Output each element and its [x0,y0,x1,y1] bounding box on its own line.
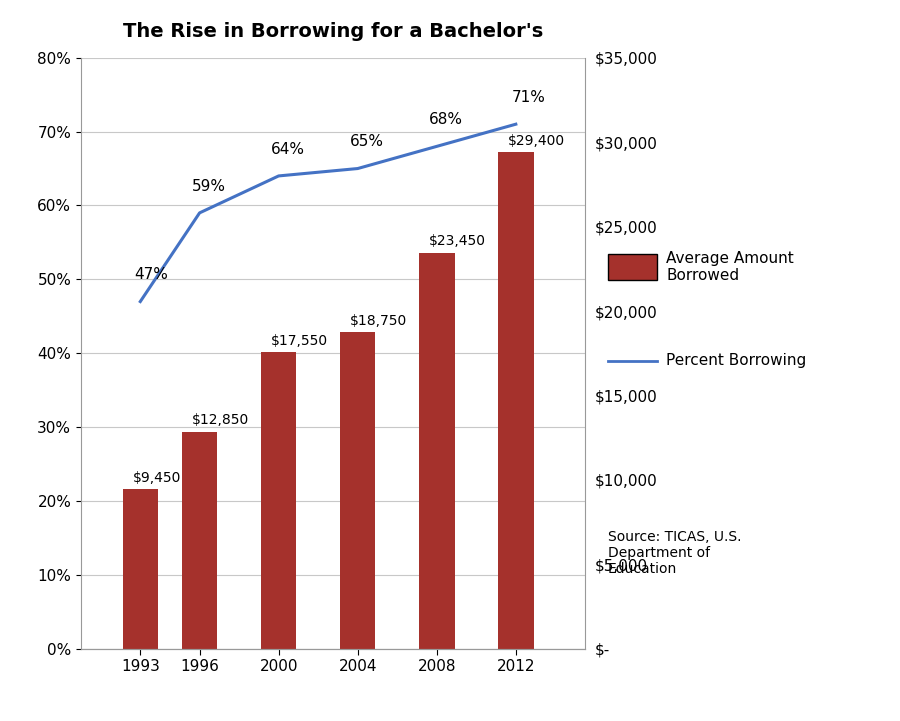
Text: 65%: 65% [350,134,383,149]
Text: 68%: 68% [429,112,463,127]
Text: 59%: 59% [192,179,226,194]
Text: Average Amount
Borrowed: Average Amount Borrowed [666,251,794,283]
Bar [261,353,296,649]
Bar [182,432,218,649]
Text: $23,450: $23,450 [429,234,486,248]
Bar [419,253,454,649]
Bar [340,332,375,649]
Text: $17,550: $17,550 [271,334,328,348]
Text: 47%: 47% [134,267,168,283]
Text: Source: TICAS, U.S.
Department of
Education: Source: TICAS, U.S. Department of Educat… [608,530,741,576]
Text: 71%: 71% [512,90,545,105]
Bar [498,152,534,649]
Text: Percent Borrowing: Percent Borrowing [666,353,806,368]
Text: $18,750: $18,750 [350,314,407,328]
Text: $12,850: $12,850 [192,413,249,428]
Text: 64%: 64% [271,142,305,156]
Text: $9,450: $9,450 [132,471,181,485]
Text: $29,400: $29,400 [508,134,565,148]
Text: The Rise in Borrowing for a Bachelor's: The Rise in Borrowing for a Bachelor's [123,22,543,40]
Bar [122,490,158,649]
